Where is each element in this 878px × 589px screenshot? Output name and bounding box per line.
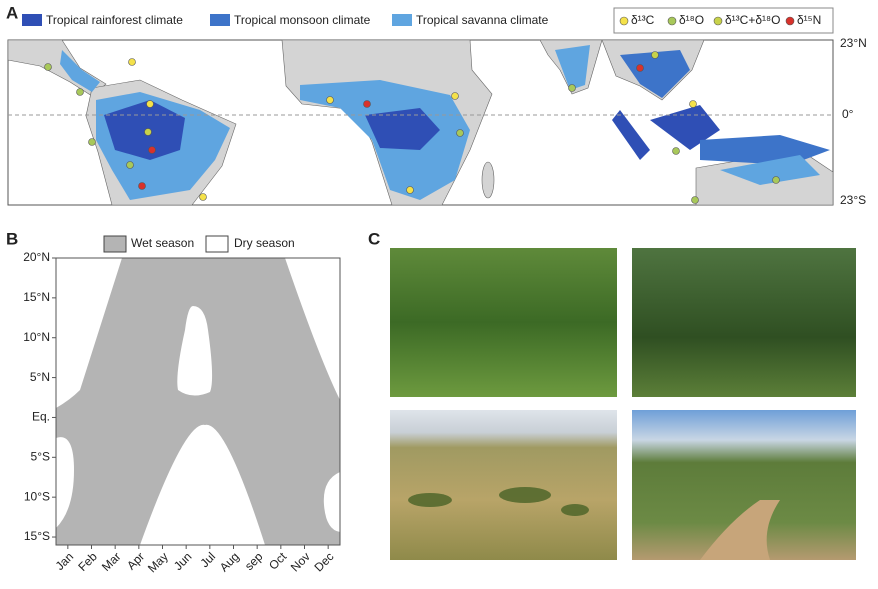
- sample-dot: [652, 52, 659, 59]
- x-tick-label: sep: [242, 549, 266, 573]
- legend-swatch: [104, 236, 126, 252]
- legend-swatch: [392, 14, 412, 26]
- sample-dot: [452, 93, 459, 100]
- latitude-label: 23°S: [840, 193, 866, 207]
- isotope-dot: [668, 17, 676, 25]
- x-tick-label: Apr: [124, 549, 147, 572]
- photo-monsoon-forest: [632, 248, 856, 397]
- land: [482, 162, 494, 198]
- x-tick-label: Nov: [288, 549, 313, 574]
- y-tick-label: 15°N: [23, 290, 50, 304]
- sample-dot: [773, 177, 780, 184]
- x-tick-label: Mar: [99, 549, 124, 574]
- sample-dot: [139, 183, 146, 190]
- panel-label: C: [368, 229, 380, 248]
- x-tick-label: Oct: [266, 549, 290, 573]
- latitude-label: 0°: [842, 107, 854, 121]
- tree: [499, 487, 551, 503]
- photo-savanna: [390, 410, 617, 560]
- latitude-label: 23°N: [840, 36, 867, 50]
- y-tick-label: 20°N: [23, 250, 50, 264]
- sample-dot: [89, 139, 96, 146]
- legend-label: Dry season: [234, 236, 295, 250]
- sample-dot: [407, 187, 414, 194]
- sample-dot: [145, 129, 152, 136]
- panel-label: A: [6, 3, 18, 22]
- sample-dot: [129, 59, 136, 66]
- tree: [408, 493, 452, 507]
- sample-dot: [327, 97, 334, 104]
- isotope-label: δ¹⁸O: [679, 13, 704, 27]
- x-tick-label: Dec: [312, 549, 337, 574]
- sample-dot: [149, 147, 156, 154]
- y-tick-label: 5°S: [31, 449, 50, 463]
- isotope-dot: [786, 17, 794, 25]
- legend-label: Tropical rainforest climate: [46, 13, 183, 27]
- sample-dot: [692, 197, 699, 204]
- isotope-label: δ¹⁵N: [797, 13, 821, 27]
- isotope-dot: [620, 17, 628, 25]
- x-tick-label: Aug: [217, 549, 242, 574]
- sample-dot: [364, 101, 371, 108]
- legend-label: Tropical monsoon climate: [234, 13, 371, 27]
- sample-dot: [673, 148, 680, 155]
- y-tick-label: Eq.: [32, 410, 50, 424]
- sample-dot: [457, 130, 464, 137]
- map: [8, 40, 833, 205]
- legend-swatch: [210, 14, 230, 26]
- x-tick-label: Jun: [171, 549, 195, 573]
- sample-dot: [77, 89, 84, 96]
- photo-rainforest: [390, 248, 617, 397]
- sample-dot: [200, 194, 207, 201]
- x-tick-label: Jan: [53, 549, 77, 573]
- y-tick-label: 5°N: [30, 370, 50, 384]
- y-tick-label: 10°S: [24, 489, 50, 503]
- sample-dot: [569, 85, 576, 92]
- panel-label: B: [6, 229, 18, 248]
- y-tick-label: 15°S: [24, 529, 50, 543]
- sample-dot: [45, 64, 52, 71]
- isotope-label: δ¹³C+δ¹⁸O: [725, 13, 780, 27]
- isotope-label: δ¹³C: [631, 13, 655, 27]
- tree: [561, 504, 589, 516]
- legend-swatch: [22, 14, 42, 26]
- legend-label: Tropical savanna climate: [416, 13, 549, 27]
- x-tick-label: Feb: [75, 549, 100, 574]
- y-tick-label: 10°N: [23, 330, 50, 344]
- legend-label: Wet season: [131, 236, 194, 250]
- sample-dot: [690, 101, 697, 108]
- sample-dot: [147, 101, 154, 108]
- figure: A Tropical rainforest climate Tropical m…: [0, 0, 878, 584]
- x-tick-label: Jul: [197, 549, 218, 570]
- x-tick-label: May: [145, 549, 171, 575]
- sample-dot: [127, 162, 134, 169]
- sample-dot: [637, 65, 644, 72]
- season-plot: [56, 258, 340, 545]
- legend-swatch: [206, 236, 228, 252]
- isotope-dot: [714, 17, 722, 25]
